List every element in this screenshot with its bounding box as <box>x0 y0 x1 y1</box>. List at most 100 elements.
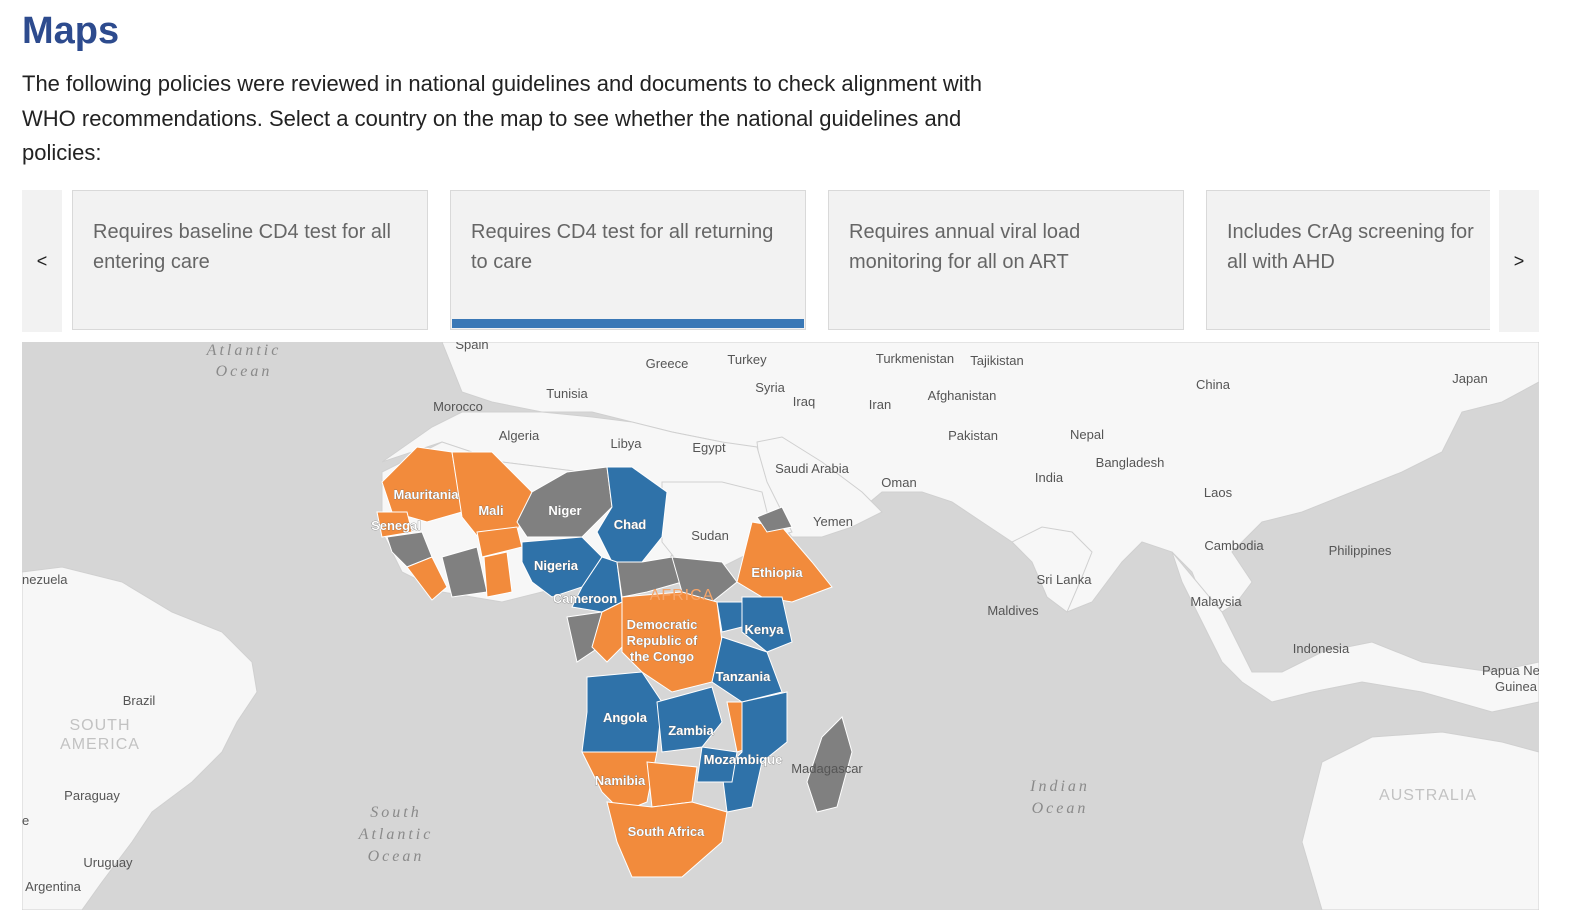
policy-tab-returning-cd4[interactable]: Requires CD4 test for all returning to c… <box>450 190 806 330</box>
label-mozambique: Mozambique <box>704 752 783 767</box>
label-pakistan: Pakistan <box>948 428 998 443</box>
carousel-next-button[interactable]: > <box>1499 190 1539 332</box>
label-venezuela: nezuela <box>22 572 68 587</box>
label-papua: Guinea <box>1495 679 1538 694</box>
label-drc: Democratic <box>627 617 698 632</box>
map-canvas: Atlantic Ocean South Atlantic Ocean Indi… <box>22 342 1539 910</box>
country-madagascar[interactable] <box>806 716 853 813</box>
label-cambodia: Cambodia <box>1204 538 1264 553</box>
label-brazil: Brazil <box>123 693 156 708</box>
ocean-label-line: Atlantic <box>206 342 282 359</box>
label-indonesia: Indonesia <box>1293 641 1350 656</box>
policy-tab-label: Requires CD4 test for all returning to c… <box>471 221 774 273</box>
country-uganda[interactable] <box>716 601 743 633</box>
label-egypt: Egypt <box>692 440 726 455</box>
country-sierra-leone[interactable] <box>406 556 448 601</box>
country-botswana[interactable] <box>646 761 698 808</box>
label-philippines: Philippines <box>1329 543 1392 558</box>
label-nepal: Nepal <box>1070 427 1104 442</box>
label-sudan: Sudan <box>691 528 729 543</box>
label-maldives: Maldives <box>987 603 1039 618</box>
label-libya: Libya <box>610 436 642 451</box>
ocean-label-line: Indian <box>1029 778 1090 795</box>
ocean-label-south-atlantic: South Atlantic Ocean <box>358 804 434 865</box>
policy-tab-label: Requires baseline CD4 test for all enter… <box>93 221 391 273</box>
label-morocco: Morocco <box>433 399 483 414</box>
country-niger[interactable] <box>516 466 613 538</box>
label-iraq: Iraq <box>793 394 815 409</box>
label-mali: Mali <box>478 503 503 518</box>
ocean-label-atlantic: Atlantic Ocean <box>206 342 282 380</box>
label-india: India <box>1035 470 1064 485</box>
country-tanzania[interactable] <box>711 636 783 703</box>
label-yemen: Yemen <box>813 514 853 529</box>
label-papua: Papua Ne <box>1482 663 1539 678</box>
policy-carousel: < Requires baseline CD4 test for all ent… <box>22 190 1539 332</box>
label-turkey: Turkey <box>727 352 767 367</box>
label-malaysia: Malaysia <box>1190 594 1242 609</box>
land-india <box>1011 526 1093 613</box>
label-south-africa: South Africa <box>628 824 706 839</box>
country-nigeria[interactable] <box>521 536 603 598</box>
label-afghanistan: Afghanistan <box>928 388 997 403</box>
label-drc: the Congo <box>630 649 694 664</box>
country-senegal[interactable] <box>376 511 413 538</box>
label-madagascar: Madagascar <box>791 761 863 776</box>
country-south-sudan[interactable] <box>671 556 738 603</box>
label-zambia: Zambia <box>668 723 714 738</box>
continent-label-south-america: SOUTH <box>70 717 131 734</box>
land-australia <box>1301 731 1539 910</box>
country-ghana[interactable] <box>483 551 513 598</box>
label-drc: Republic of <box>627 633 698 648</box>
country-ethiopia[interactable] <box>736 521 833 603</box>
label-niger: Niger <box>548 503 581 518</box>
label-argentina: Argentina <box>25 879 81 894</box>
ocean-label-indian: Indian Ocean <box>1029 778 1090 817</box>
label-saudi-arabia: Saudi Arabia <box>775 461 849 476</box>
page-title: Maps <box>22 10 120 52</box>
ocean-label-line: Atlantic <box>358 826 434 843</box>
label-senegal: Senegal <box>371 518 421 533</box>
country-south-africa[interactable] <box>606 801 728 878</box>
policy-tab-baseline-cd4[interactable]: Requires baseline CD4 test for all enter… <box>72 190 428 330</box>
label-nigeria: Nigeria <box>534 558 579 573</box>
label-chad: Chad <box>614 517 647 532</box>
policy-tab-label: Includes CrAg screening for all with AHD <box>1227 221 1474 273</box>
continent-label-africa: AFRICA <box>650 587 715 604</box>
label-ethiopia: Ethiopia <box>751 565 803 580</box>
policy-tab-label: Requires annual viral load monitoring fo… <box>849 221 1081 273</box>
ocean-label-line: Ocean <box>368 848 425 865</box>
country-congo[interactable] <box>591 601 628 663</box>
label-sri-lanka: Sri Lanka <box>1037 572 1093 587</box>
carousel-prev-button[interactable]: < <box>22 190 62 332</box>
label-angola: Angola <box>603 710 648 725</box>
label-laos: Laos <box>1204 485 1233 500</box>
label-spain: Spain <box>455 342 488 352</box>
label-chile-fragment: e <box>22 813 29 828</box>
label-china: China <box>1196 377 1231 392</box>
country-zambia[interactable] <box>656 686 723 753</box>
label-cameroon: Cameroon <box>553 591 617 606</box>
land-south-america <box>22 566 258 910</box>
land-southeast-asia <box>1171 551 1539 713</box>
label-iran: Iran <box>869 397 891 412</box>
active-tab-indicator <box>452 319 804 328</box>
policy-tab-crag-screening[interactable]: Includes CrAg screening for all with AHD <box>1206 190 1490 330</box>
world-map[interactable]: Atlantic Ocean South Atlantic Ocean Indi… <box>22 342 1539 910</box>
label-paraguay: Paraguay <box>64 788 120 803</box>
country-kenya[interactable] <box>741 596 793 653</box>
carousel-track: Requires baseline CD4 test for all enter… <box>72 190 1490 332</box>
label-namibia: Namibia <box>595 773 646 788</box>
label-tajikistan: Tajikistan <box>970 353 1023 368</box>
ocean-label-line: Ocean <box>216 363 273 380</box>
ocean-label-line: South <box>370 804 421 821</box>
label-oman: Oman <box>881 475 916 490</box>
country-zimbabwe[interactable] <box>696 746 738 783</box>
ocean-label-line: Ocean <box>1032 800 1089 817</box>
country-eritrea[interactable] <box>756 506 793 533</box>
label-japan: Japan <box>1452 371 1487 386</box>
label-tunisia: Tunisia <box>546 386 588 401</box>
label-greece: Greece <box>646 356 689 371</box>
policy-tab-viral-load[interactable]: Requires annual viral load monitoring fo… <box>828 190 1184 330</box>
label-kenya: Kenya <box>744 622 784 637</box>
